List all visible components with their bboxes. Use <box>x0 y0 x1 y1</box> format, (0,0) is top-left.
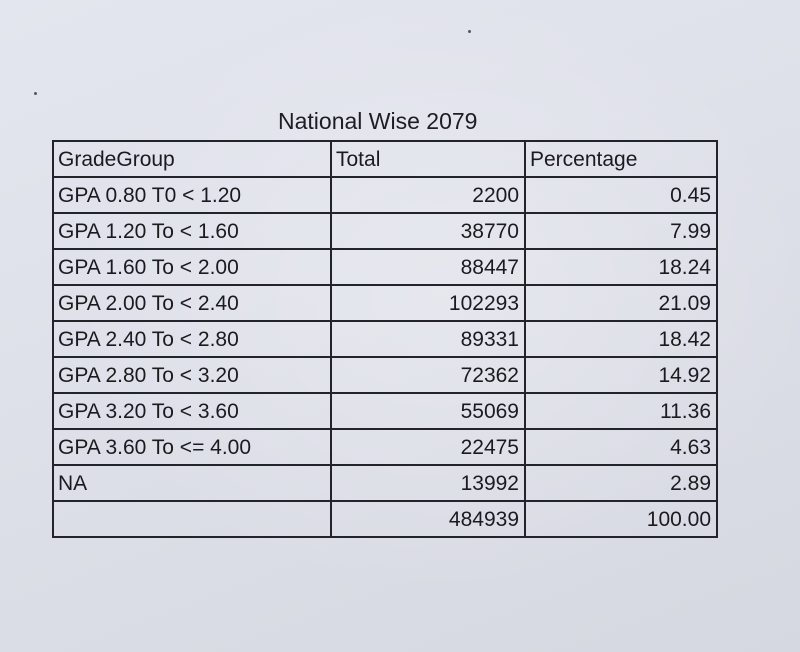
table-row: GPA 1.20 To < 1.60 38770 7.99 <box>52 212 718 250</box>
total-cell: 88447 <box>330 248 526 286</box>
grade-table-container: GradeGroup Total Percentage GPA 0.80 T0 … <box>52 140 718 538</box>
grade-cell: GPA 1.60 To < 2.00 <box>52 248 332 286</box>
grade-cell: GPA 2.00 To < 2.40 <box>52 284 332 322</box>
table-row: GPA 3.20 To < 3.60 55069 11.36 <box>52 392 718 430</box>
column-header-percentage: Percentage <box>524 140 718 178</box>
grade-table: GradeGroup Total Percentage GPA 0.80 T0 … <box>52 140 718 538</box>
grade-cell: GPA 2.40 To < 2.80 <box>52 320 332 358</box>
document-title: National Wise 2079 <box>278 108 478 134</box>
percentage-cell: 2.89 <box>524 464 718 502</box>
grade-cell: GPA 3.20 To < 3.60 <box>52 392 332 430</box>
table-total-row: 484939 100.00 <box>52 500 718 538</box>
table-row: GPA 3.60 To <= 4.00 22475 4.63 <box>52 428 718 466</box>
grade-cell: NA <box>52 464 332 502</box>
table-row: GPA 2.00 To < 2.40 102293 21.09 <box>52 284 718 322</box>
total-cell: 72362 <box>330 356 526 394</box>
grand-percentage-cell: 100.00 <box>524 500 718 538</box>
percentage-cell: 4.63 <box>524 428 718 466</box>
percentage-cell: 18.42 <box>524 320 718 358</box>
percentage-cell: 11.36 <box>524 392 718 430</box>
grand-total-cell: 484939 <box>330 500 526 538</box>
total-cell: 102293 <box>330 284 526 322</box>
paper-speck <box>468 30 471 33</box>
table-header-row: GradeGroup Total Percentage <box>52 140 718 178</box>
total-cell: 2200 <box>330 176 526 214</box>
grade-cell: GPA 2.80 To < 3.20 <box>52 356 332 394</box>
percentage-cell: 0.45 <box>524 176 718 214</box>
table-row: GPA 0.80 T0 < 1.20 2200 0.45 <box>52 176 718 214</box>
total-cell: 89331 <box>330 320 526 358</box>
grade-cell: GPA 1.20 To < 1.60 <box>52 212 332 250</box>
grade-cell <box>52 500 332 538</box>
percentage-cell: 14.92 <box>524 356 718 394</box>
total-cell: 38770 <box>330 212 526 250</box>
percentage-cell: 7.99 <box>524 212 718 250</box>
total-cell: 55069 <box>330 392 526 430</box>
total-cell: 13992 <box>330 464 526 502</box>
grade-cell: GPA 3.60 To <= 4.00 <box>52 428 332 466</box>
percentage-cell: 18.24 <box>524 248 718 286</box>
column-header-total: Total <box>330 140 526 178</box>
table-row: GPA 2.80 To < 3.20 72362 14.92 <box>52 356 718 394</box>
total-cell: 22475 <box>330 428 526 466</box>
percentage-cell: 21.09 <box>524 284 718 322</box>
table-row: GPA 2.40 To < 2.80 89331 18.42 <box>52 320 718 358</box>
column-header-gradegroup: GradeGroup <box>52 140 332 178</box>
paper-speck <box>34 92 37 95</box>
table-row: GPA 1.60 To < 2.00 88447 18.24 <box>52 248 718 286</box>
table-row: NA 13992 2.89 <box>52 464 718 502</box>
grade-cell: GPA 0.80 T0 < 1.20 <box>52 176 332 214</box>
